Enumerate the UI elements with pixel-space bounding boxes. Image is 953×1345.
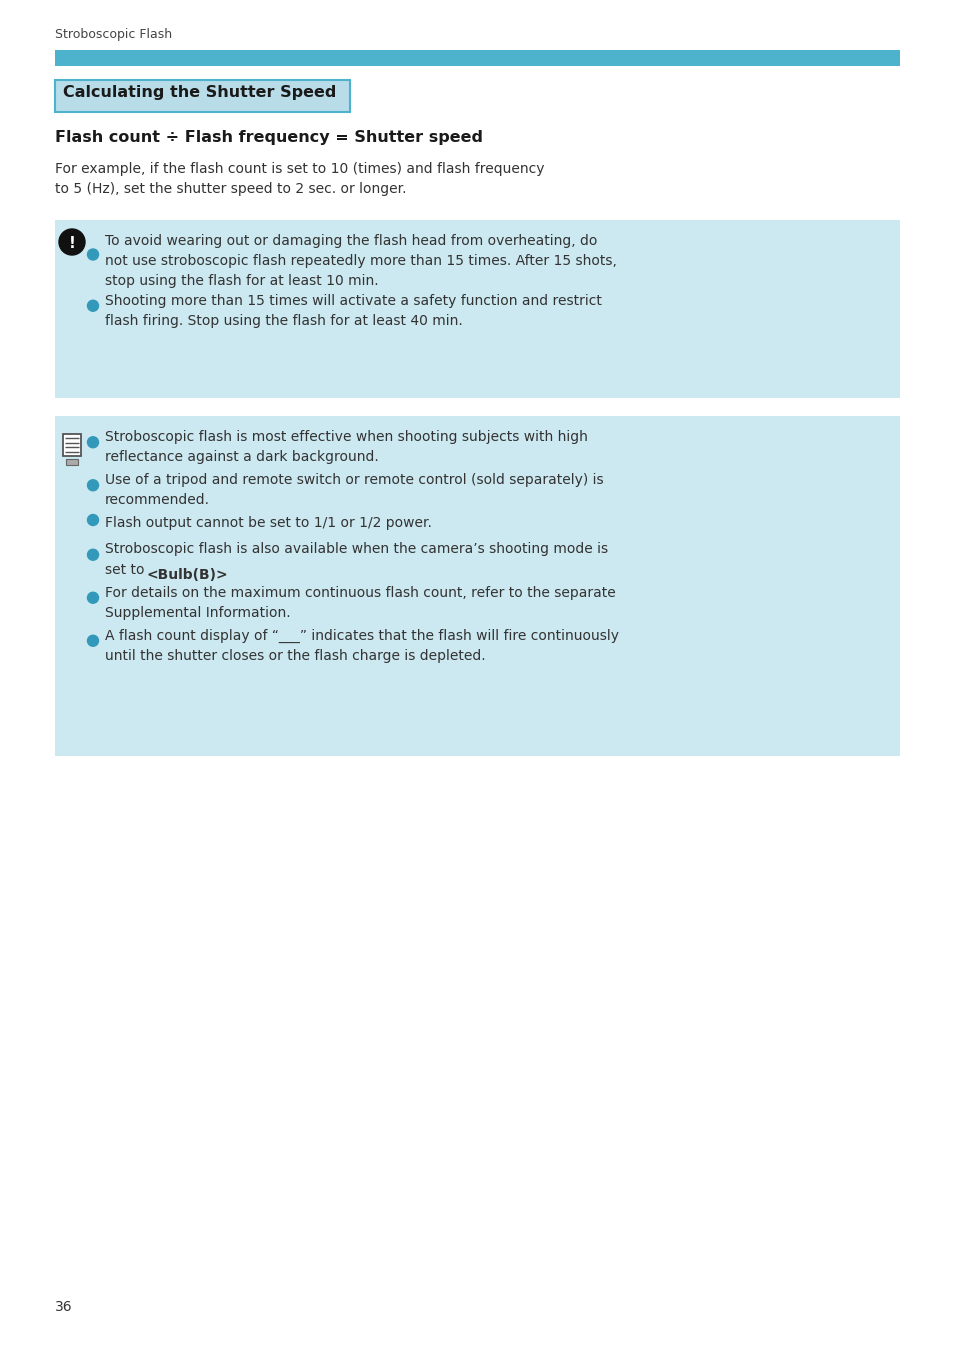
Circle shape	[88, 592, 98, 604]
Text: Flash count ÷ Flash frequency = Shutter speed: Flash count ÷ Flash frequency = Shutter …	[55, 130, 482, 145]
Circle shape	[88, 515, 98, 526]
Text: .: .	[201, 568, 205, 582]
Text: Stroboscopic flash is most effective when shooting subjects with high
reflectanc: Stroboscopic flash is most effective whe…	[105, 430, 587, 464]
Circle shape	[88, 480, 98, 491]
Text: Shooting more than 15 times will activate a safety function and restrict
flash f: Shooting more than 15 times will activat…	[105, 293, 601, 328]
Text: Calculating the Shutter Speed: Calculating the Shutter Speed	[63, 85, 336, 100]
Circle shape	[88, 635, 98, 646]
Circle shape	[88, 249, 98, 260]
Text: Flash output cannot be set to 1/1 or 1/2 power.: Flash output cannot be set to 1/1 or 1/2…	[105, 516, 432, 530]
Text: !: !	[69, 235, 75, 250]
FancyBboxPatch shape	[55, 79, 350, 112]
Circle shape	[88, 300, 98, 311]
FancyBboxPatch shape	[55, 416, 899, 756]
Text: Use of a tripod and remote switch or remote control (sold separately) is
recomme: Use of a tripod and remote switch or rem…	[105, 473, 603, 507]
Text: Stroboscopic flash is also available when the camera’s shooting mode is
set to: Stroboscopic flash is also available whe…	[105, 542, 607, 577]
Text: Stroboscopic Flash: Stroboscopic Flash	[55, 28, 172, 40]
Text: 36: 36	[55, 1301, 72, 1314]
Circle shape	[88, 549, 98, 561]
Text: For example, if the flash count is set to 10 (times) and flash frequency
to 5 (H: For example, if the flash count is set t…	[55, 161, 544, 196]
FancyBboxPatch shape	[63, 434, 81, 456]
FancyBboxPatch shape	[66, 459, 78, 465]
Circle shape	[88, 437, 98, 448]
Circle shape	[59, 229, 85, 256]
FancyBboxPatch shape	[55, 221, 899, 398]
FancyBboxPatch shape	[55, 50, 899, 66]
Text: To avoid wearing out or damaging the flash head from overheating, do
not use str: To avoid wearing out or damaging the fla…	[105, 234, 617, 288]
Text: <Bulb(B)>: <Bulb(B)>	[147, 568, 229, 582]
Text: For details on the maximum continuous flash count, refer to the separate
Supplem: For details on the maximum continuous fl…	[105, 585, 615, 620]
Text: A flash count display of “___” indicates that the flash will fire continuously
u: A flash count display of “___” indicates…	[105, 628, 618, 663]
